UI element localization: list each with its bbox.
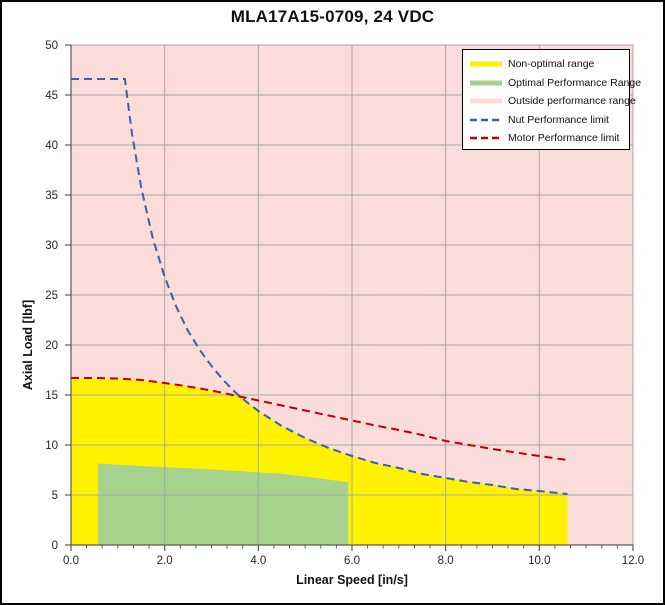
y-tick-label: 40 [45,140,58,152]
legend-item: Non-optimal range [469,55,629,74]
y-tick-label: 15 [45,390,58,402]
legend-swatch-dash-icon [470,118,502,121]
x-tick-label: 4.0 [250,555,266,567]
legend: Non-optimal range Optimal Performance Ran… [462,49,641,150]
legend-swatch-fill-icon [470,61,502,67]
x-axis-title: Linear Speed [in/s] [296,573,408,587]
y-tick-label: 35 [45,190,58,202]
y-tick-label: 0 [52,540,58,552]
y-axis-title: Axial Load [lbf] [21,300,35,390]
legend-item: Optimal Performance Range [469,74,641,93]
y-tick-label: 50 [45,40,58,52]
legend-swatch-fill-icon [470,80,502,86]
legend-item-label: Optimal Performance Range [508,76,642,89]
legend-item: Outside performance range [469,92,636,111]
optimal-region [98,463,349,545]
nut-performance-curve [71,78,568,495]
legend-item: Nut Performance limit [469,111,629,130]
x-tick-label: 10.0 [528,555,550,567]
x-tick-label: 2.0 [157,555,173,567]
legend-item-label: Nut Performance limit [508,113,609,126]
legend-item-label: Outside performance range [508,95,636,108]
legend-swatch-fill-icon [470,98,502,104]
y-tick-label: 45 [45,90,58,102]
x-tick-label: 6.0 [344,555,360,567]
motor-performance-curve [71,377,568,461]
y-tick-label: 25 [45,290,58,302]
y-tick-label: 30 [45,240,58,252]
x-tick-label: 0.0 [63,555,79,567]
chart-title: MLA17A15-0709, 24 VDC [230,7,435,26]
legend-swatch-dash-icon [470,137,502,140]
y-tick-label: 20 [45,340,58,352]
legend-item: Motor Performance limit [469,129,629,148]
x-tick-label: 12.0 [622,555,644,567]
legend-item-label: Non-optimal range [508,58,595,71]
y-tick-label: 5 [52,490,58,502]
x-tick-label: 8.0 [438,555,454,567]
y-tick-label: 10 [45,440,58,452]
legend-item-label: Motor Performance limit [508,132,620,145]
